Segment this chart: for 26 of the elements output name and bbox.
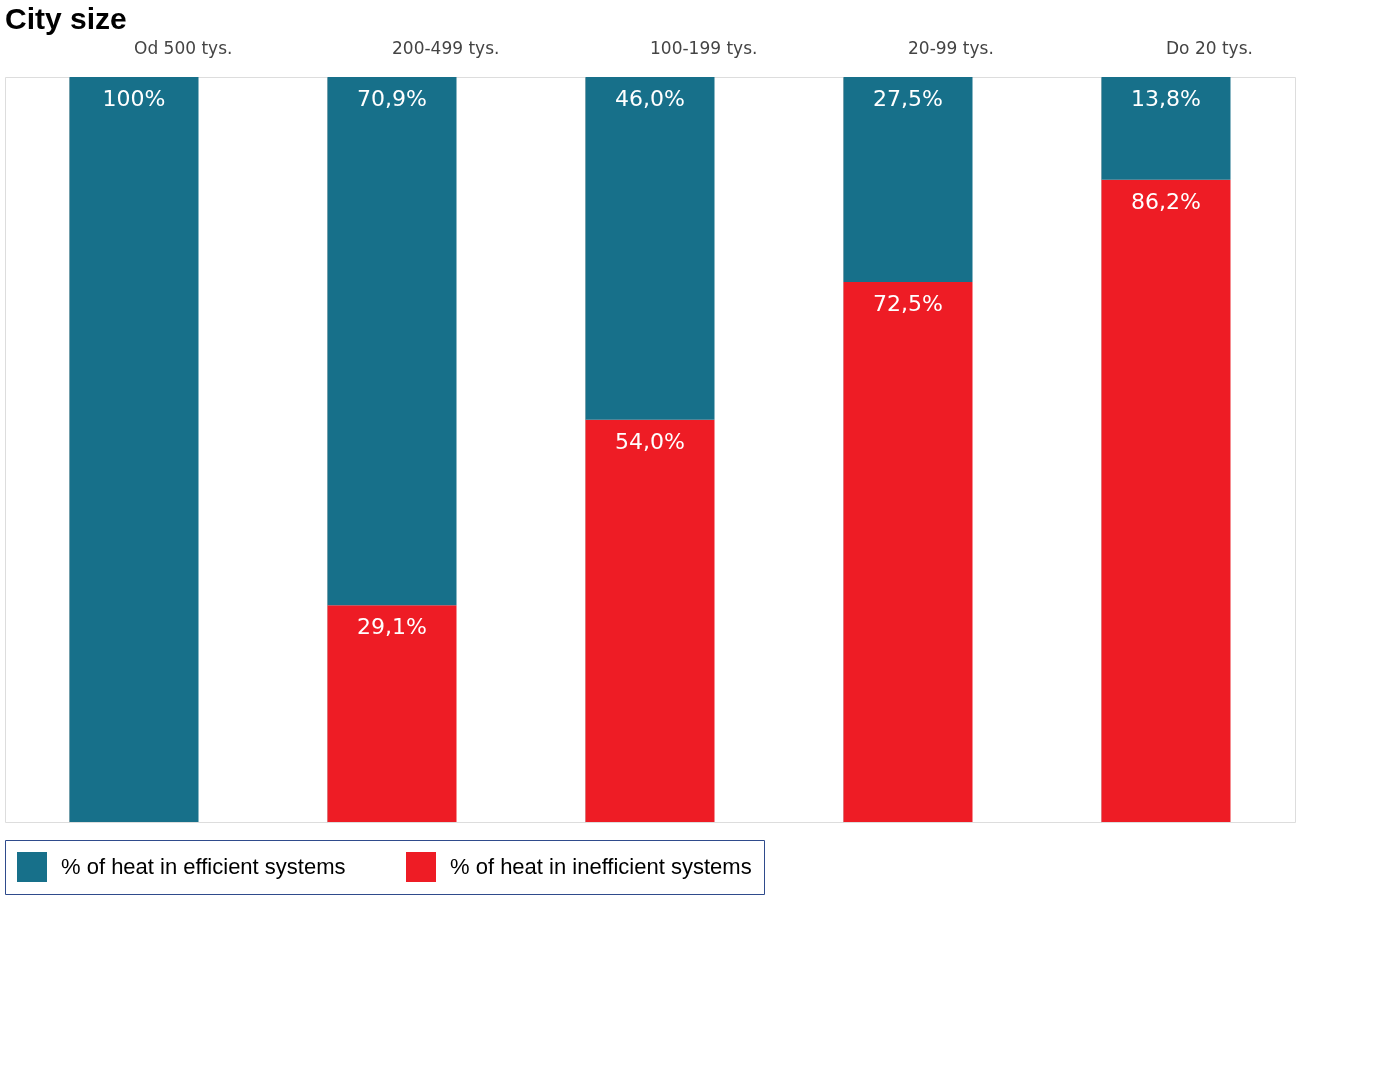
bar: [327, 605, 457, 822]
data-label: 70,9%: [357, 86, 427, 111]
x-tick-label: Od 500 tys.: [134, 37, 233, 58]
bar: [327, 77, 457, 606]
x-tick-label: 100-199 tys.: [650, 37, 758, 58]
bar: [843, 281, 973, 822]
data-label: 13,8%: [1131, 86, 1201, 111]
bar: [585, 419, 715, 822]
legend-label: % of heat in inefficient systems: [450, 854, 752, 879]
bar: [585, 77, 715, 420]
x-tick-label: 200-499 tys.: [392, 37, 500, 58]
bar: [69, 77, 199, 822]
data-label: 100%: [102, 86, 166, 111]
data-label: 54,0%: [615, 428, 685, 454]
chart-title: City size: [5, 2, 127, 35]
data-label: 86,2%: [1131, 188, 1201, 214]
legend-label: % of heat in efficient systems: [61, 854, 346, 879]
data-label: 46,0%: [615, 86, 685, 111]
bar: [843, 77, 973, 282]
x-tick-label: Do 20 tys.: [1166, 37, 1253, 58]
bar: [1101, 77, 1231, 180]
data-label: 72,5%: [873, 290, 943, 316]
bar: [1101, 179, 1231, 822]
data-label: 27,5%: [873, 86, 943, 111]
data-label: 29,1%: [357, 614, 427, 640]
x-tick-label: 20-99 tys.: [908, 37, 994, 58]
